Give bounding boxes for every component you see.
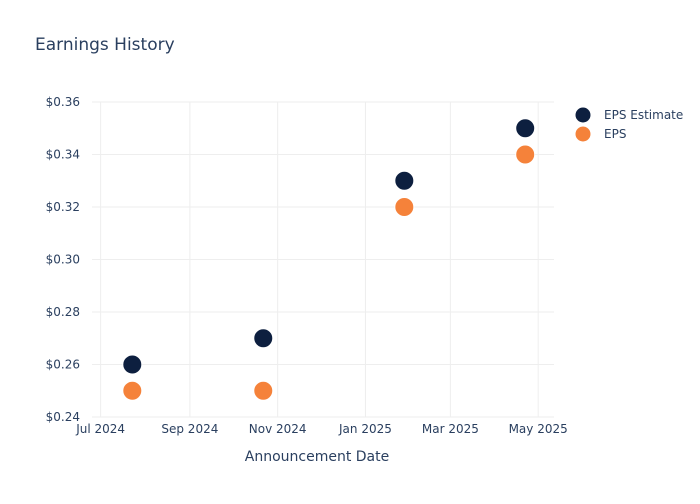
x-tick-label: Nov 2024	[249, 422, 307, 436]
series-eps	[122, 144, 536, 401]
data-point[interactable]	[515, 144, 536, 165]
legend[interactable]: EPS Estimate EPS	[574, 106, 683, 143]
y-tick-label: $0.36	[46, 95, 80, 109]
y-tick-label: $0.34	[46, 148, 80, 162]
y-tick-label: $0.24	[46, 410, 80, 424]
y-tick-label: $0.30	[46, 253, 80, 267]
x-tick-label: May 2025	[509, 422, 568, 436]
x-tick-label: Sep 2024	[161, 422, 218, 436]
y-tick-label: $0.32	[46, 200, 80, 214]
x-axis-ticks: Jul 2024 Sep 2024 Nov 2024 Jan 2025 Mar 2025…	[75, 422, 568, 436]
data-point[interactable]	[253, 380, 274, 401]
y-tick-label: $0.26	[46, 358, 80, 372]
data-point[interactable]	[253, 328, 274, 349]
data-point[interactable]	[394, 197, 415, 217]
chart-title: Earnings History	[35, 35, 175, 55]
legend-marker	[574, 125, 592, 143]
x-tick-label: Jan 2025	[338, 422, 392, 436]
x-tick-label: Mar 2025	[422, 422, 479, 436]
y-axis-ticks: $0.24 $0.26 $0.28 $0.30 $0.32 $0.34 $0.36	[46, 95, 80, 424]
legend-item[interactable]: EPS Estimate	[574, 106, 683, 124]
legend-label: EPS	[604, 127, 626, 141]
legend-marker	[574, 106, 592, 124]
series-eps-estimate	[122, 118, 536, 375]
x-axis-title: Announcement Date	[245, 449, 389, 465]
data-point[interactable]	[394, 170, 415, 191]
data-points	[122, 118, 536, 401]
legend-item[interactable]: EPS	[574, 125, 626, 143]
data-point[interactable]	[515, 118, 536, 139]
y-tick-label: $0.28	[46, 305, 80, 319]
legend-label: EPS Estimate	[604, 108, 683, 122]
data-point[interactable]	[122, 380, 143, 401]
data-point[interactable]	[122, 354, 143, 375]
x-tick-label: Jul 2024	[75, 422, 125, 436]
grid-lines	[92, 101, 554, 418]
